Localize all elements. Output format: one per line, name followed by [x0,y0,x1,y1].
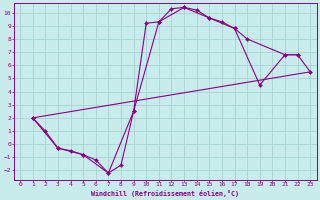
X-axis label: Windchill (Refroidissement éolien,°C): Windchill (Refroidissement éolien,°C) [91,190,239,197]
